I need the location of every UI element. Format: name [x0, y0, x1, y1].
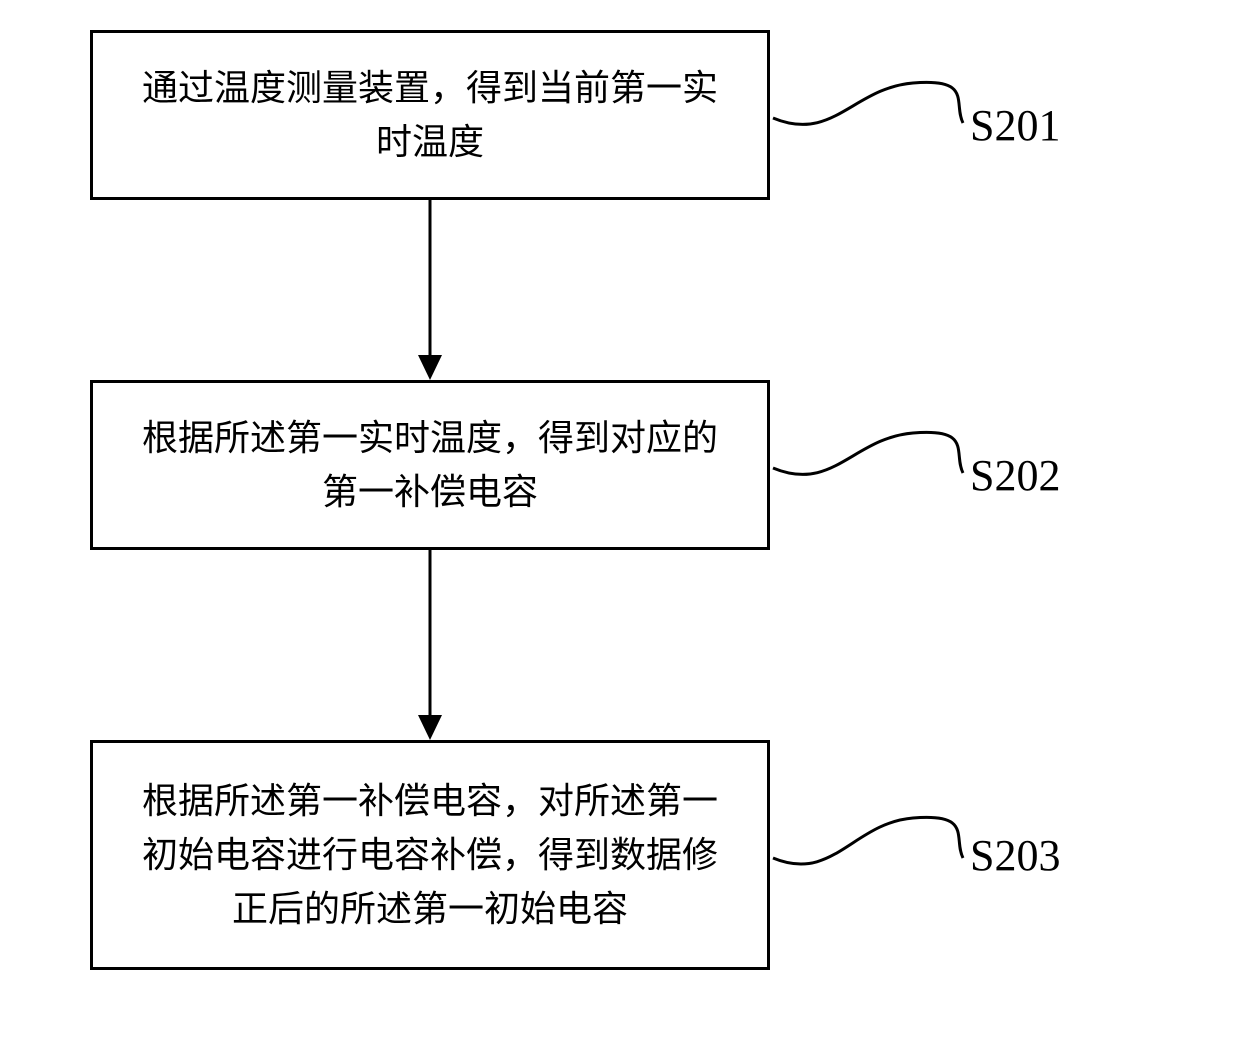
step-label-s203: S203 — [970, 830, 1060, 881]
arrow-s201-s202 — [90, 200, 770, 380]
step-label-s202: S202 — [970, 450, 1060, 501]
label-text: S203 — [970, 831, 1060, 880]
arrow-s202-s203 — [90, 550, 770, 740]
flow-step-s202: 根据所述第一实时温度，得到对应的第一补偿电容 — [90, 380, 770, 550]
flow-step-s203: 根据所述第一补偿电容，对所述第一初始电容进行电容补偿，得到数据修正后的所述第一初… — [90, 740, 770, 970]
label-text: S201 — [970, 101, 1060, 150]
step-label-s201: S201 — [970, 100, 1060, 151]
label-text: S202 — [970, 451, 1060, 500]
flow-step-s201: 通过温度测量装置，得到当前第一实时温度 — [90, 30, 770, 200]
connector-s203 — [93, 743, 993, 983]
